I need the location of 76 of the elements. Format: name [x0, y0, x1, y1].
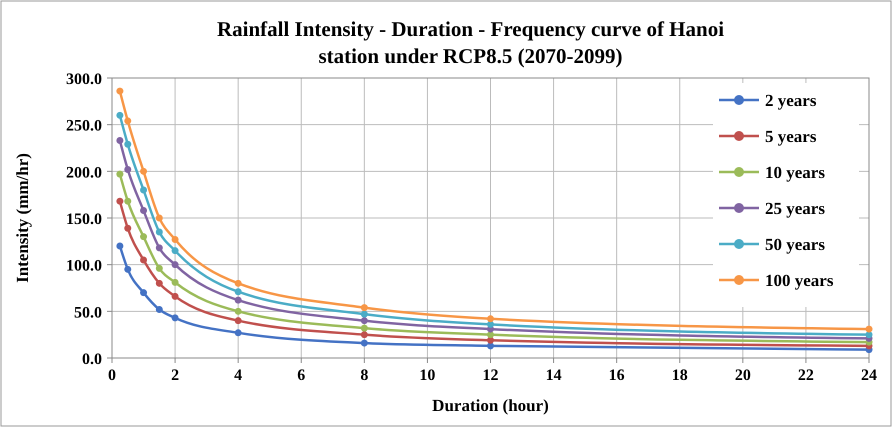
x-tick-label: 2 — [171, 367, 180, 384]
point — [487, 336, 494, 344]
point — [116, 242, 124, 250]
y-tick-label: 50.0 — [74, 304, 102, 322]
point — [172, 247, 179, 254]
chart-title: Rainfall Intensity - Duration - Frequency curve of Hanoi station under RCP8.5 (2070-2099) — [216, 17, 724, 68]
x-tick-label: 8 — [360, 367, 368, 384]
point — [487, 320, 494, 328]
point — [360, 304, 368, 312]
point — [124, 198, 132, 205]
x-tick-label: 18 — [672, 367, 688, 384]
point — [234, 280, 242, 287]
point — [116, 137, 124, 144]
x-tick-label: 22 — [798, 367, 814, 384]
x-tick-label: 12 — [482, 367, 498, 384]
y-tick-label: 100.0 — [66, 258, 102, 275]
x-tick-label: 6 — [297, 367, 306, 384]
point — [487, 315, 494, 322]
legend-label: 10 years — [765, 163, 826, 182]
point — [234, 296, 242, 304]
point — [156, 280, 163, 287]
point — [487, 342, 494, 350]
point — [172, 261, 179, 268]
point — [124, 166, 132, 173]
point — [116, 170, 124, 178]
point — [140, 256, 148, 264]
point — [140, 207, 148, 214]
point — [156, 214, 163, 222]
point — [156, 244, 163, 252]
y-tick-label: 150.0 — [66, 211, 102, 228]
x-axis-title: Duration (hour) — [432, 396, 549, 415]
y-tick-label: 250.0 — [66, 118, 102, 135]
legend-label: 5 years — [765, 127, 817, 146]
point — [172, 314, 179, 322]
point — [116, 88, 124, 95]
x-tick-label: 0 — [108, 367, 116, 384]
point — [124, 266, 132, 273]
point — [172, 292, 179, 300]
y-tick-label: 0.0 — [82, 351, 102, 368]
point — [140, 289, 148, 296]
point — [360, 324, 368, 332]
point — [234, 317, 242, 324]
x-tick-label: 14 — [546, 367, 562, 384]
x-tick-label: 4 — [234, 367, 242, 384]
y-axis-title: Intensity (mm/hr) — [13, 153, 32, 283]
point — [360, 317, 368, 324]
y-tick-label: 300.0 — [66, 71, 102, 88]
point — [360, 331, 368, 338]
x-tick-label: 10 — [419, 367, 436, 384]
legend-label: 2 years — [765, 91, 817, 110]
x-tick-label: 20 — [734, 367, 751, 384]
x-tick-label: 24 — [861, 367, 877, 384]
point — [172, 278, 179, 286]
point — [124, 117, 132, 124]
point — [234, 308, 242, 315]
point — [116, 112, 124, 119]
point — [140, 186, 148, 194]
point — [124, 140, 132, 148]
legend-label: 50 years — [765, 235, 826, 254]
point — [156, 264, 163, 272]
legend-label: 25 years — [765, 199, 826, 218]
y-tick-label: 200.0 — [66, 164, 102, 182]
point — [234, 288, 242, 296]
legend-label: 100 years — [765, 271, 834, 290]
point — [172, 236, 179, 243]
point — [234, 329, 242, 336]
point — [866, 326, 872, 333]
x-tick-label: 16 — [608, 367, 625, 384]
point — [156, 228, 163, 236]
point — [124, 224, 132, 232]
point — [140, 233, 148, 240]
point — [360, 340, 368, 347]
point — [360, 310, 368, 318]
point — [140, 168, 148, 175]
point — [156, 306, 163, 313]
point — [116, 198, 124, 205]
